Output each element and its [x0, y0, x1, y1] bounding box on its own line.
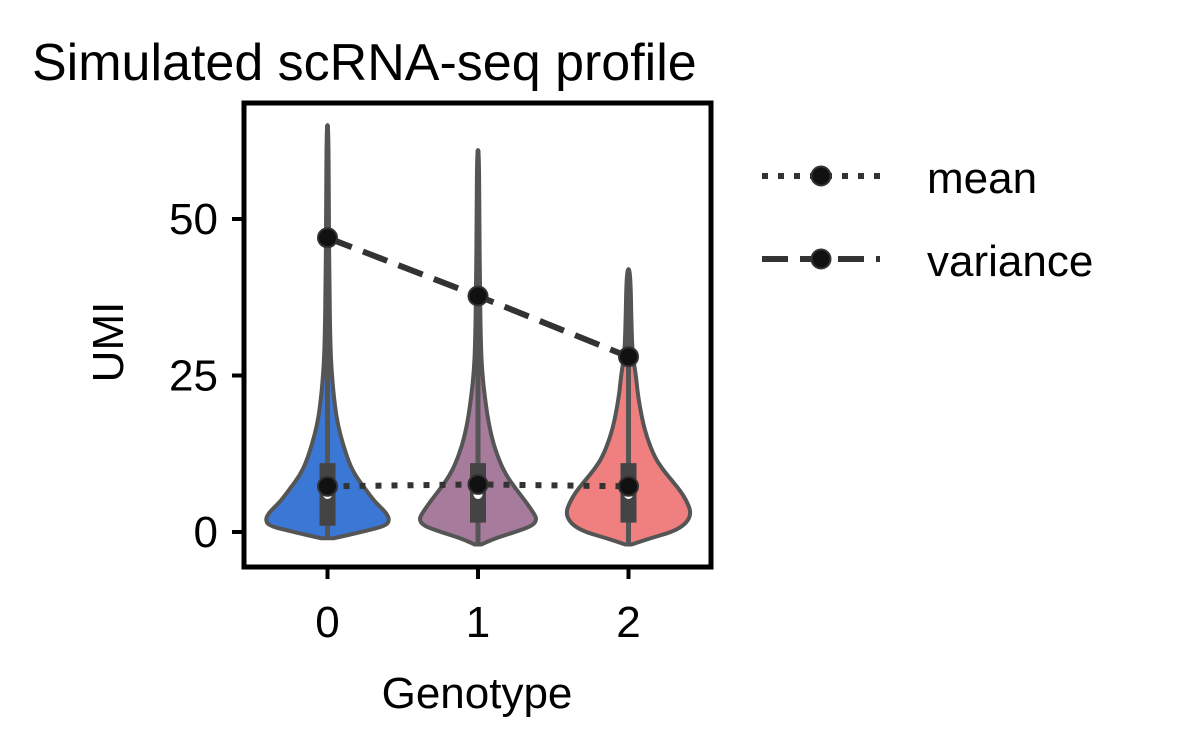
series-point-mean [467, 473, 489, 495]
series-point-variance [618, 346, 639, 368]
chart-title: Simulated scRNA-seq profile [32, 34, 697, 92]
y-axis-label: UMI [84, 302, 133, 383]
series-variance [317, 227, 639, 368]
legend-entry-mean: mean [762, 154, 1037, 203]
series-point-mean [618, 475, 639, 497]
x-tick-label: 2 [616, 598, 640, 647]
series-point-mean [317, 475, 338, 497]
series-point-variance [317, 227, 338, 249]
violin-2 [564, 267, 693, 547]
y-tick-label: 0 [194, 508, 218, 557]
x-axis-label: Genotype [382, 669, 573, 718]
series-point-variance [467, 285, 489, 307]
y-tick-label: 25 [169, 352, 218, 401]
legend-marker-variance [810, 248, 832, 270]
series-line-mean [327, 481, 629, 490]
x-tick-label: 1 [466, 598, 490, 647]
legend-entry-variance: variance [762, 237, 1093, 286]
plot-area: 0 25 50 0 1 2 [169, 100, 714, 647]
series-mean [317, 473, 639, 497]
legend-label-mean: mean [927, 154, 1037, 203]
legend-marker-mean [810, 165, 832, 187]
legend: mean variance [762, 154, 1093, 286]
legend-label-variance: variance [927, 237, 1093, 286]
y-tick-label: 50 [169, 195, 218, 244]
x-tick-label: 0 [315, 598, 339, 647]
